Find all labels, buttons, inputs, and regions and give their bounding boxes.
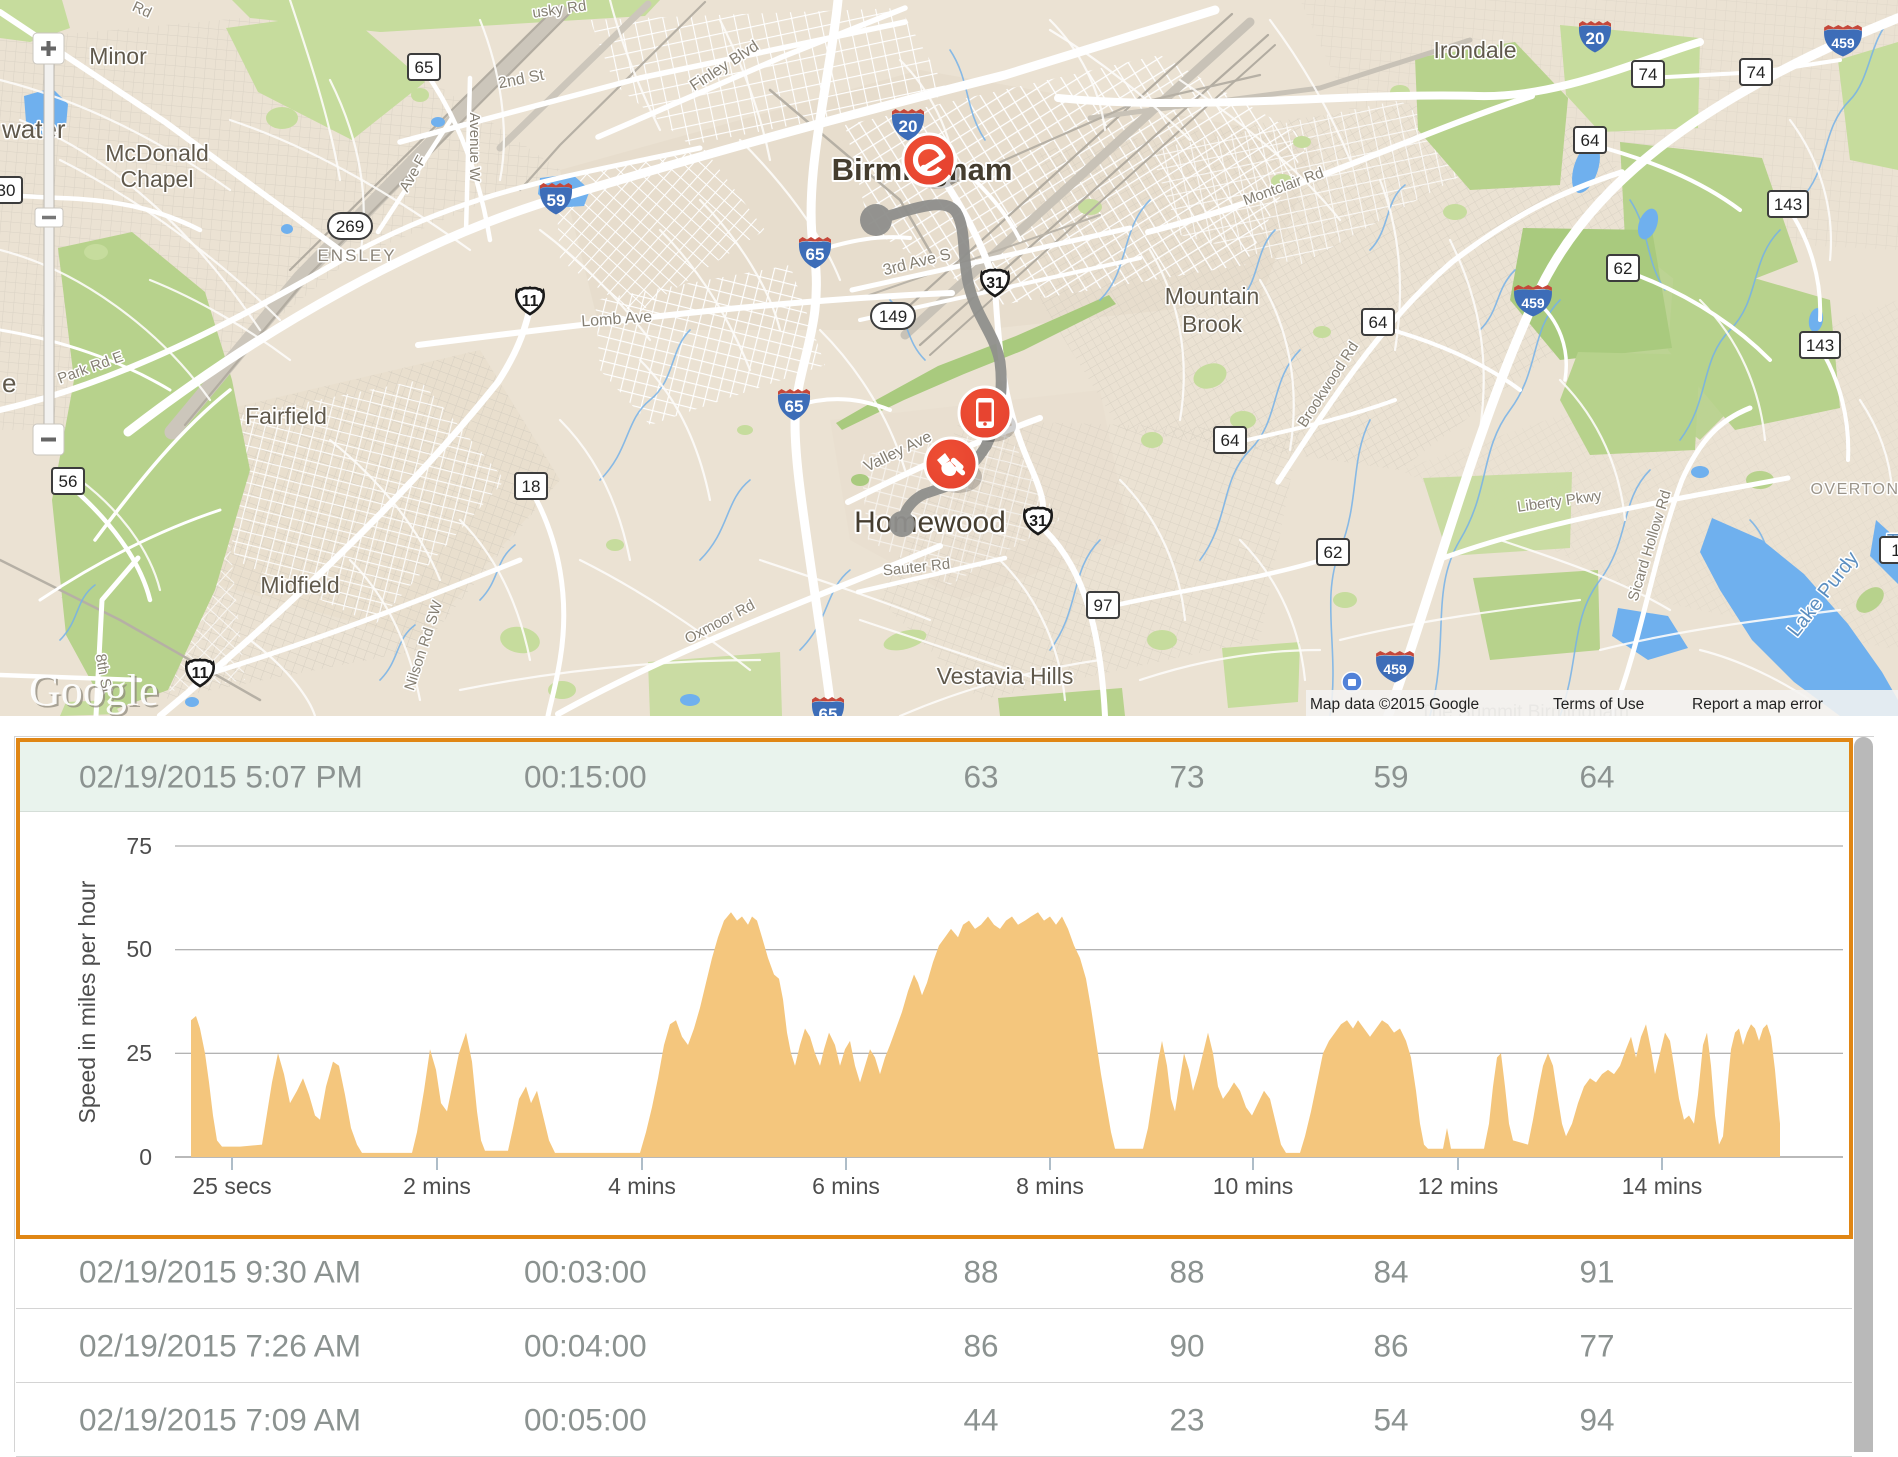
svg-text:e: e	[2, 368, 16, 398]
svg-text:ENSLEY: ENSLEY	[317, 246, 396, 265]
svg-text:Irondale: Irondale	[1433, 37, 1516, 63]
svg-text:20: 20	[899, 117, 918, 136]
svg-text:269: 269	[336, 217, 364, 236]
svg-text:Brook: Brook	[1182, 311, 1243, 337]
svg-text:Homewood: Homewood	[854, 506, 1006, 539]
svg-text:97: 97	[1094, 596, 1113, 615]
svg-text:25 secs: 25 secs	[192, 1173, 271, 1199]
svg-text:6 mins: 6 mins	[812, 1173, 880, 1199]
svg-text:1: 1	[1891, 541, 1898, 560]
svg-text:56: 56	[59, 472, 78, 491]
svg-text:Vestavia Hills: Vestavia Hills	[937, 663, 1074, 689]
svg-text:31: 31	[986, 275, 1004, 292]
svg-text:Avenue W: Avenue W	[466, 113, 483, 183]
svg-text:10 mins: 10 mins	[1213, 1173, 1294, 1199]
svg-text:31: 31	[1029, 513, 1047, 530]
svg-text:Fairfield: Fairfield	[245, 403, 327, 429]
svg-text:Google: Google	[29, 666, 159, 715]
svg-text:64: 64	[1581, 131, 1600, 150]
svg-text:Google: Google	[31, 668, 161, 716]
svg-text:2 mins: 2 mins	[403, 1173, 471, 1199]
svg-text:18: 18	[522, 477, 541, 496]
svg-text:4 mins: 4 mins	[608, 1173, 676, 1199]
svg-text:Speed in miles per hour: Speed in miles per hour	[74, 880, 100, 1123]
svg-text:50: 50	[126, 936, 152, 962]
svg-text:11: 11	[522, 293, 539, 310]
svg-text:Report a map error: Report a map error	[1692, 696, 1823, 713]
svg-text:30: 30	[0, 181, 15, 200]
svg-text:Midfield: Midfield	[260, 572, 339, 598]
svg-text:64: 64	[1221, 431, 1240, 450]
svg-text:OVERTON: OVERTON	[1810, 481, 1898, 498]
svg-text:74: 74	[1639, 65, 1658, 84]
svg-text:8 mins: 8 mins	[1016, 1173, 1084, 1199]
svg-text:149: 149	[879, 307, 907, 326]
svg-text:65: 65	[819, 705, 838, 716]
svg-text:459: 459	[1383, 661, 1407, 677]
svg-text:2nd St: 2nd St	[497, 67, 546, 93]
svg-text:McDonald: McDonald	[105, 140, 209, 166]
svg-text:143: 143	[1774, 195, 1802, 214]
svg-text:Map data ©2015 Google: Map data ©2015 Google	[1310, 696, 1479, 713]
svg-text:64: 64	[1369, 313, 1388, 332]
svg-text:65: 65	[806, 245, 825, 264]
svg-text:59: 59	[547, 191, 566, 210]
svg-text:459: 459	[1831, 35, 1855, 51]
svg-text:Chapel: Chapel	[121, 166, 194, 192]
svg-text:20: 20	[1586, 29, 1605, 48]
svg-text:Minor: Minor	[89, 43, 147, 69]
svg-text:Mountain: Mountain	[1165, 283, 1260, 309]
svg-text:Terms of Use: Terms of Use	[1553, 696, 1644, 713]
svg-text:11: 11	[192, 665, 209, 682]
svg-text:459: 459	[1521, 295, 1545, 311]
svg-text:water: water	[1, 114, 66, 144]
svg-text:62: 62	[1324, 543, 1343, 562]
svg-text:62: 62	[1614, 259, 1633, 278]
svg-text:75: 75	[126, 833, 152, 859]
svg-text:0: 0	[139, 1144, 152, 1170]
svg-text:12 mins: 12 mins	[1418, 1173, 1499, 1199]
svg-text:65: 65	[785, 397, 804, 416]
svg-text:25: 25	[126, 1040, 152, 1066]
svg-text:74: 74	[1747, 63, 1766, 82]
svg-text:65: 65	[415, 58, 434, 77]
svg-text:143: 143	[1806, 336, 1834, 355]
svg-text:14 mins: 14 mins	[1622, 1173, 1703, 1199]
